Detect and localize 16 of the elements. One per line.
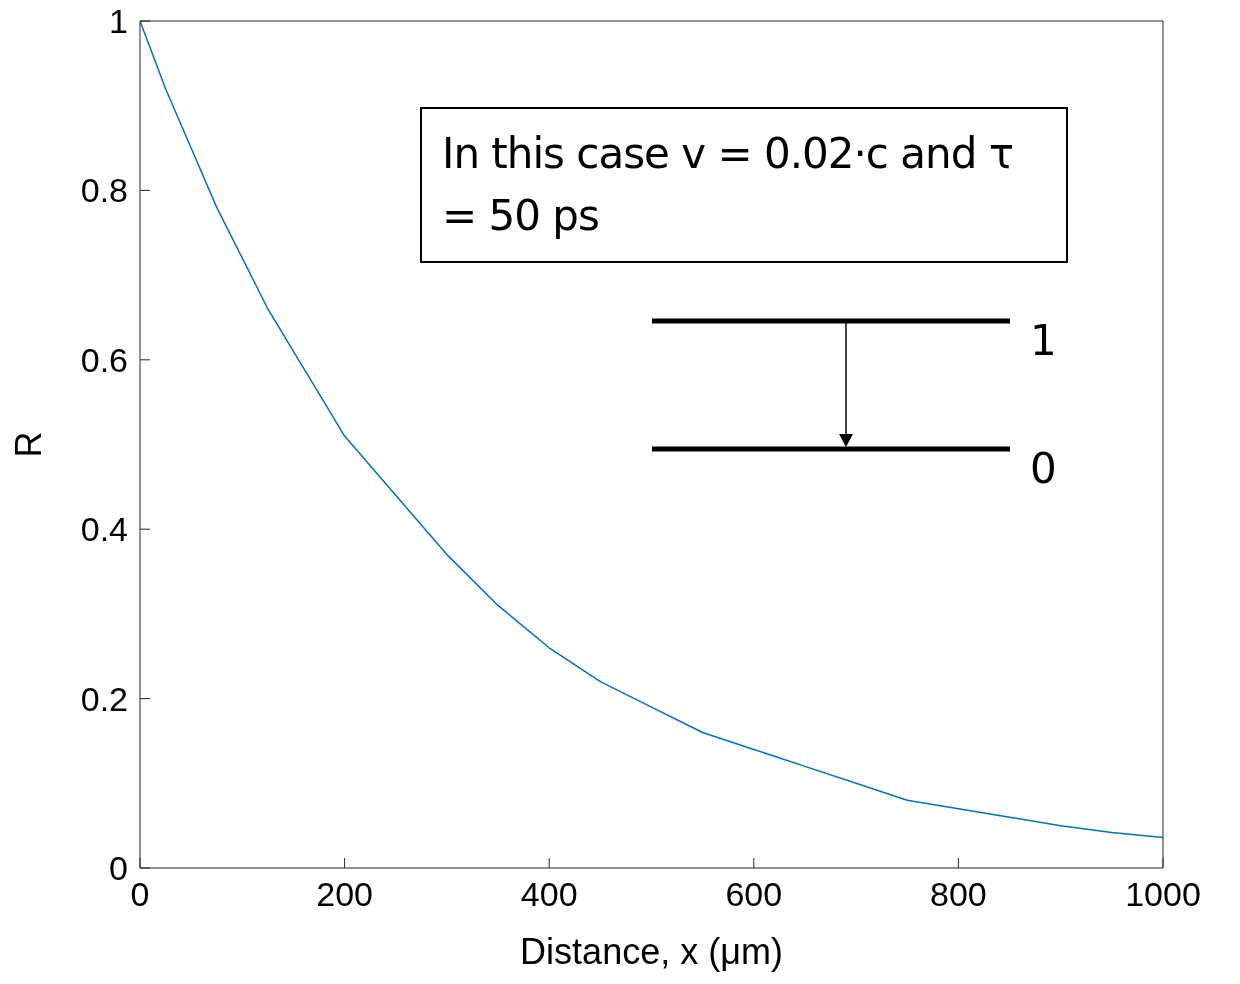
y-tick-label: 0.6 xyxy=(80,340,128,379)
annotation: In this case v = 0.02·c and τ = 50 ps xyxy=(420,107,1068,263)
x-tick-label: 400 xyxy=(520,875,578,914)
x-tick-label: 200 xyxy=(316,875,373,914)
annotation: 0 xyxy=(1030,444,1057,493)
y-tick-label: 0.4 xyxy=(80,510,128,549)
x-axis-title: Distance, x (μm) xyxy=(520,931,783,972)
y-tick-label: 0.8 xyxy=(80,171,128,210)
x-tick-label: 600 xyxy=(725,875,783,914)
y-tick-label: 0.2 xyxy=(80,679,128,718)
y-axis-title: R xyxy=(7,431,49,458)
y-tick-label: 0 xyxy=(109,849,128,888)
y-tick-label: 1 xyxy=(109,2,128,41)
x-tick-label: 1000 xyxy=(1125,875,1201,914)
x-tick-label: 800 xyxy=(930,875,987,914)
annotation: 1 xyxy=(1030,316,1057,365)
